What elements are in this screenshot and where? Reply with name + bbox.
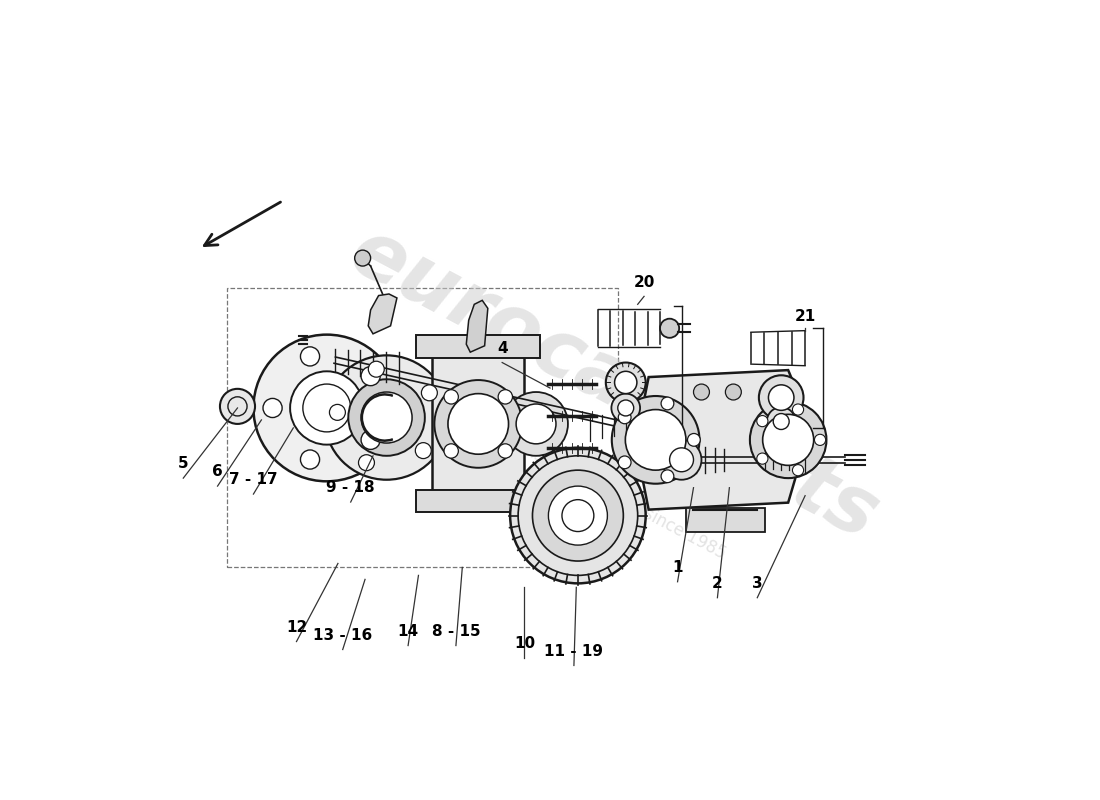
Circle shape: [618, 400, 634, 416]
Bar: [417, 335, 540, 358]
Circle shape: [361, 430, 381, 450]
Circle shape: [354, 250, 371, 266]
Polygon shape: [641, 370, 802, 510]
Text: 7 - 17: 7 - 17: [229, 472, 277, 487]
Circle shape: [792, 404, 804, 415]
Polygon shape: [466, 300, 487, 352]
Circle shape: [300, 347, 320, 366]
Circle shape: [444, 390, 459, 404]
Bar: [227, 288, 618, 567]
Text: 2: 2: [712, 576, 723, 591]
Circle shape: [329, 405, 345, 420]
Circle shape: [670, 448, 693, 472]
Circle shape: [532, 470, 624, 561]
Text: 20: 20: [634, 274, 654, 290]
Bar: [417, 490, 540, 513]
Circle shape: [434, 380, 522, 468]
Polygon shape: [432, 356, 524, 492]
Text: 12: 12: [286, 620, 307, 634]
Circle shape: [757, 453, 768, 464]
Text: 13 - 16: 13 - 16: [314, 628, 372, 642]
Text: eurocarparts: eurocarparts: [337, 212, 891, 556]
Circle shape: [361, 366, 381, 386]
Circle shape: [361, 392, 412, 443]
Circle shape: [498, 444, 513, 458]
Circle shape: [625, 410, 686, 470]
Circle shape: [290, 371, 363, 445]
Circle shape: [421, 385, 438, 401]
Text: 3: 3: [752, 576, 762, 591]
Text: 21: 21: [794, 309, 816, 324]
Text: 4: 4: [497, 341, 507, 356]
Circle shape: [416, 442, 431, 458]
Circle shape: [814, 434, 826, 446]
Circle shape: [660, 318, 679, 338]
Circle shape: [510, 448, 646, 583]
Circle shape: [661, 440, 702, 480]
Polygon shape: [368, 294, 397, 334]
Circle shape: [612, 394, 640, 422]
Text: 9 - 18: 9 - 18: [327, 480, 375, 495]
Circle shape: [498, 390, 513, 404]
Circle shape: [661, 397, 674, 410]
Circle shape: [618, 411, 631, 424]
Circle shape: [618, 456, 631, 469]
Circle shape: [612, 396, 700, 484]
Circle shape: [759, 375, 803, 420]
Circle shape: [725, 384, 741, 400]
Circle shape: [516, 404, 556, 444]
Circle shape: [688, 434, 701, 446]
Circle shape: [349, 379, 425, 456]
Text: 6: 6: [212, 464, 223, 479]
Circle shape: [549, 486, 607, 545]
Circle shape: [792, 465, 804, 476]
Circle shape: [757, 415, 768, 426]
Text: a passion for parts since 1985: a passion for parts since 1985: [499, 429, 728, 562]
Text: 8 - 15: 8 - 15: [431, 624, 481, 638]
Circle shape: [253, 334, 400, 482]
Circle shape: [769, 385, 794, 410]
Text: 11 - 19: 11 - 19: [544, 644, 604, 658]
Circle shape: [606, 362, 646, 402]
Circle shape: [300, 450, 320, 469]
Circle shape: [324, 355, 449, 480]
Circle shape: [444, 444, 459, 458]
Circle shape: [661, 470, 674, 482]
Circle shape: [368, 362, 384, 377]
Text: 5: 5: [178, 456, 188, 471]
Bar: [685, 508, 766, 532]
Circle shape: [448, 394, 508, 454]
Text: 14: 14: [397, 624, 419, 638]
Text: 1: 1: [672, 560, 683, 575]
Circle shape: [615, 371, 637, 394]
Text: 10: 10: [514, 636, 535, 650]
Circle shape: [750, 402, 826, 478]
Circle shape: [762, 414, 814, 466]
Circle shape: [359, 454, 374, 470]
Circle shape: [220, 389, 255, 424]
Circle shape: [773, 414, 789, 430]
Circle shape: [693, 384, 710, 400]
Circle shape: [504, 392, 568, 456]
Circle shape: [767, 407, 795, 436]
Circle shape: [263, 398, 282, 418]
